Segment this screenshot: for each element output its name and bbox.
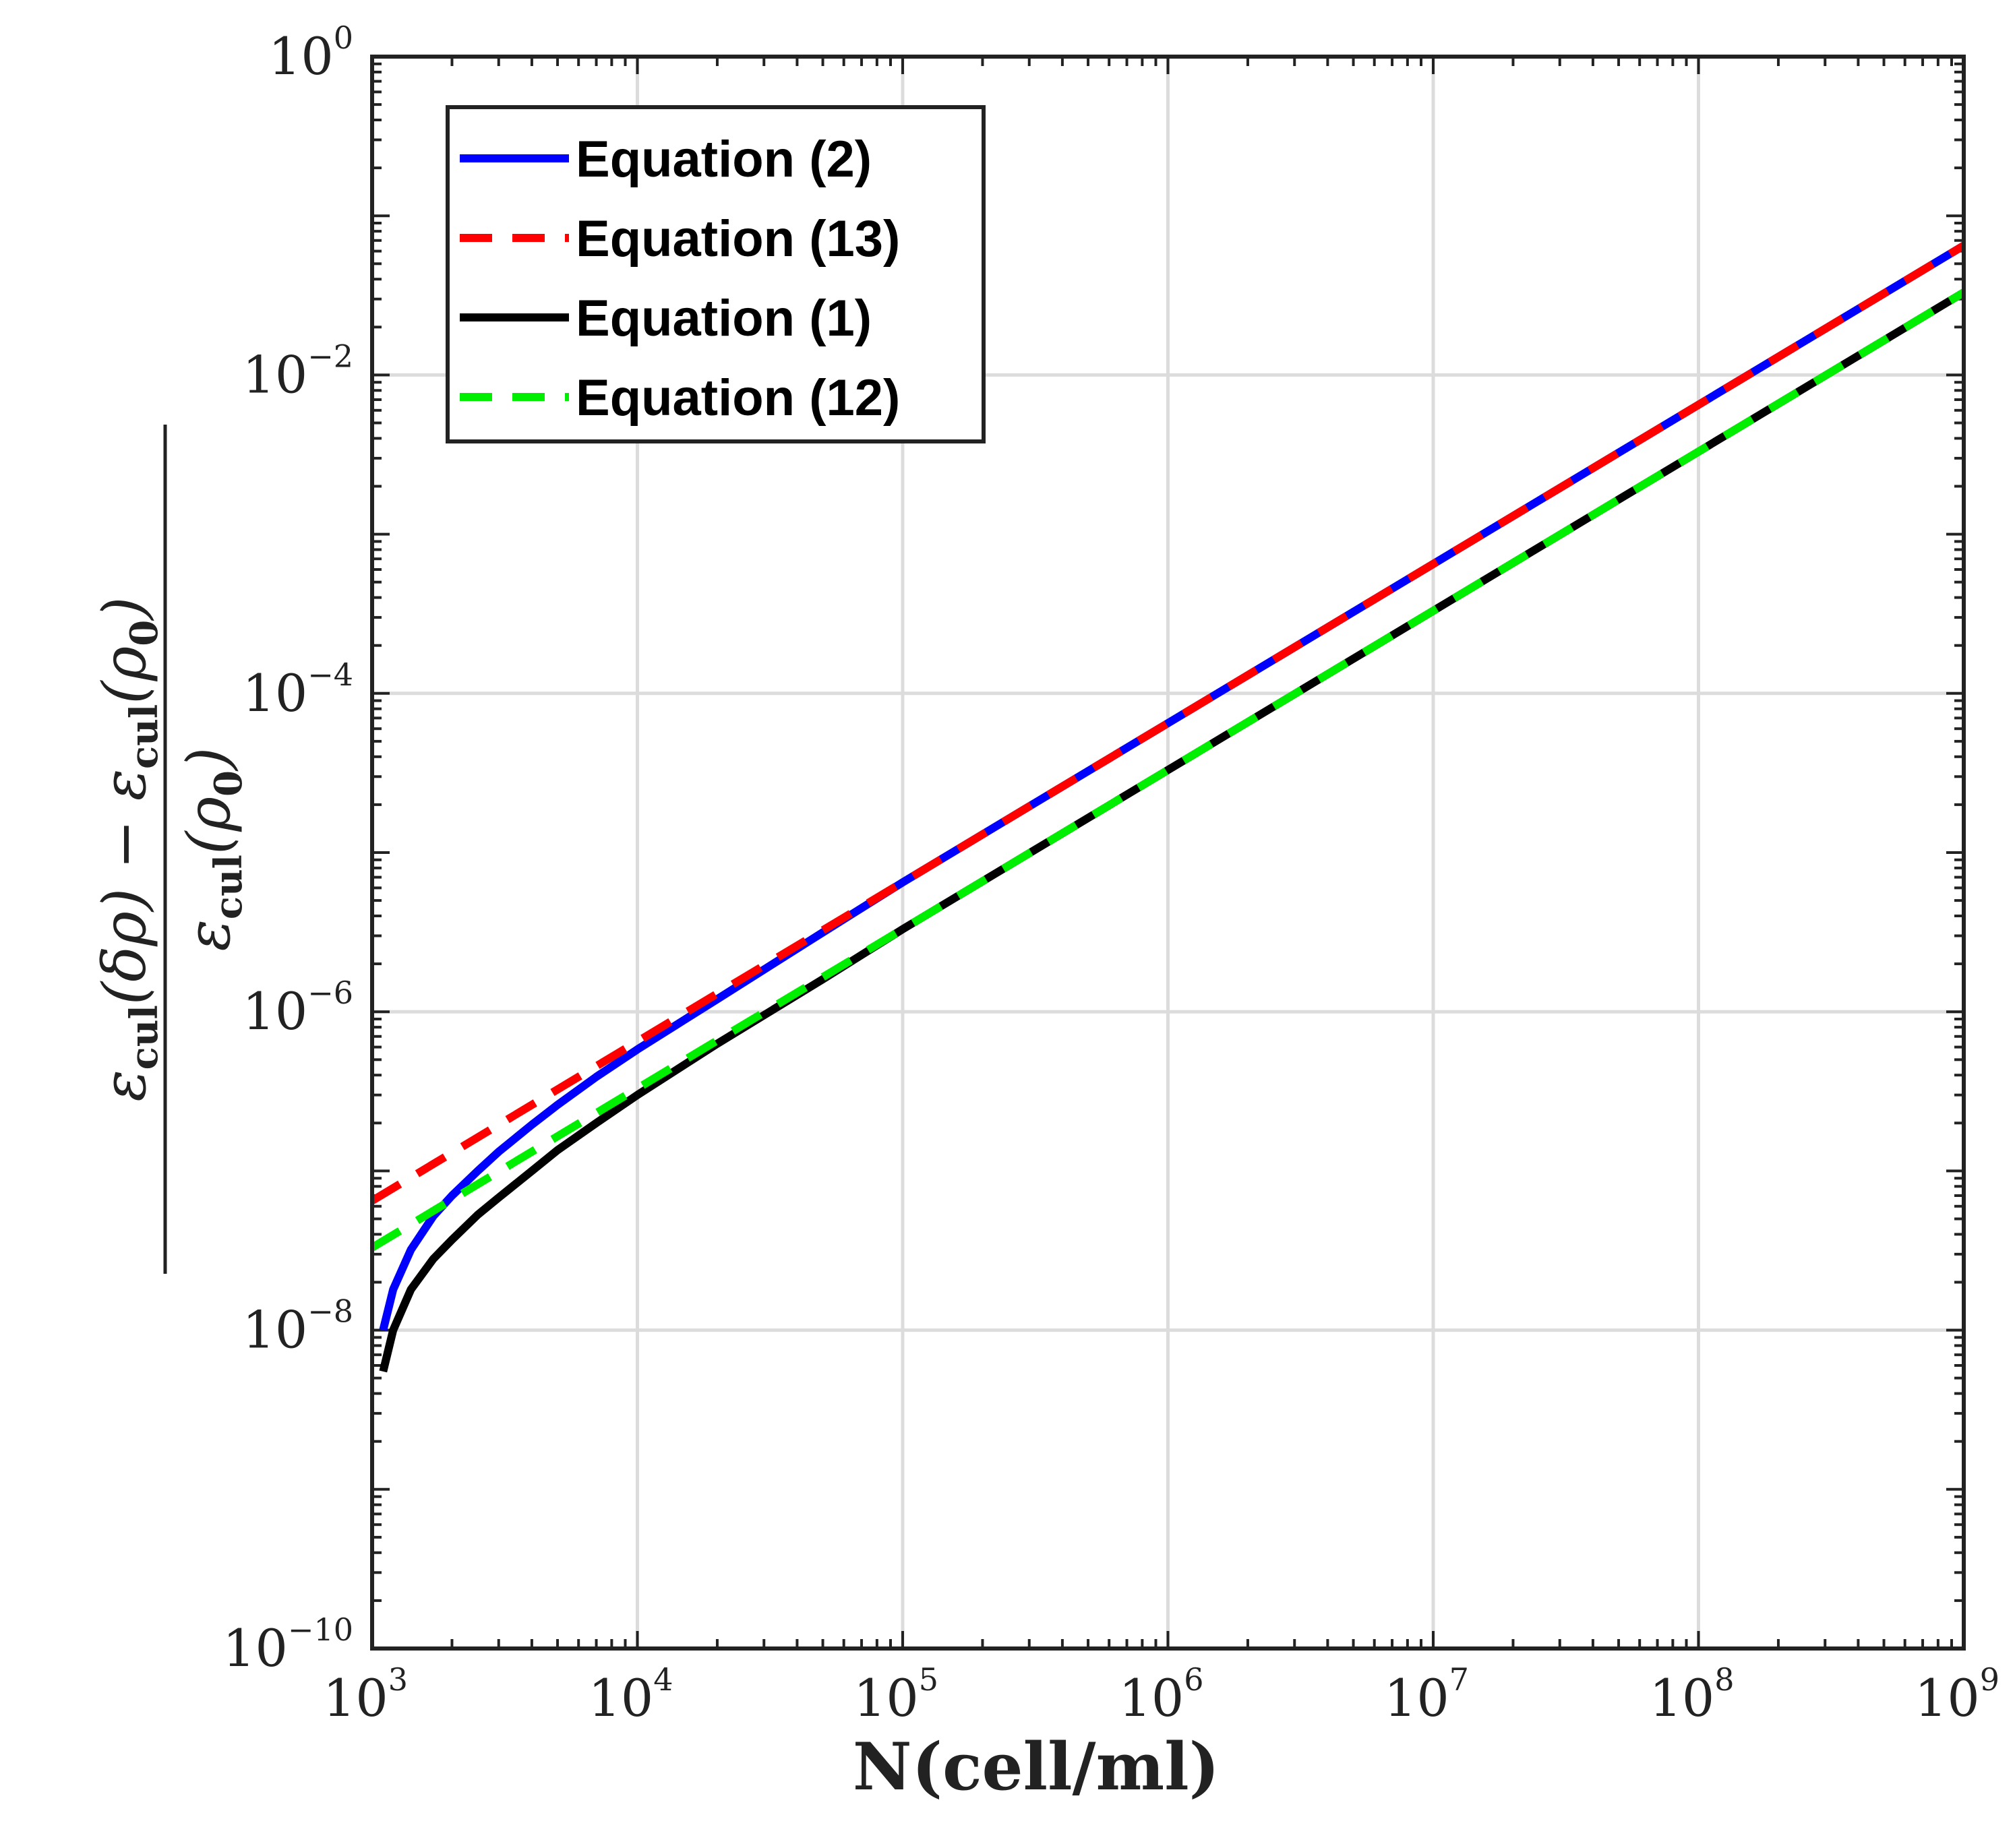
x-tick-label: 103 [323,1661,408,1728]
x-axis-label: N(cell/ml) [853,1729,1220,1805]
y-tick-labels: 10−10 10−8 10−6 10−4 10−2 100 [222,20,353,1678]
legend: Equation (2) Equation (13) Equation (1) Equ… [446,105,986,443]
y-tick-label: 10−10 [222,1611,353,1678]
y-tick-label: 10−6 [242,975,353,1041]
series-line-equation-2- [379,242,1966,1332]
y-tick-label: 10−2 [242,338,353,404]
y-tick-label: 10−8 [242,1293,353,1360]
plot-frame [370,55,1966,1651]
x-tick-label: 108 [1650,1661,1735,1728]
y-axis-label-numerator: εcul(δρ) − εcul(ρ0) [90,596,167,1101]
series-line-equation-12- [369,288,1966,1252]
legend-label: Equation (2) [576,131,872,188]
legend-label: Equation (1) [576,290,872,347]
x-tick-label: 104 [589,1661,673,1728]
legend-label: Equation (12) [576,369,900,427]
y-tick-label: 100 [268,20,353,86]
series-lines [369,242,1966,1373]
y-tick-label: 10−4 [242,656,353,723]
y-axis-label: εcul(δρ) − εcul(ρ0) εcul(ρ0) [90,425,251,1274]
y-axis-label-denominator: εcul(ρ0) [174,747,251,952]
x-tick-labels: 103 104 105 106 107 108 109 [323,1661,1999,1728]
x-tick-label: 107 [1384,1661,1469,1728]
x-tick-label: 105 [853,1661,938,1728]
x-tick-label: 109 [1915,1661,1999,1728]
series-line-equation-1- [379,288,1966,1373]
x-tick-label: 106 [1119,1661,1204,1728]
legend-box [446,105,986,443]
legend-label: Equation (13) [576,210,900,268]
series-line-equation-13- [369,242,1966,1204]
